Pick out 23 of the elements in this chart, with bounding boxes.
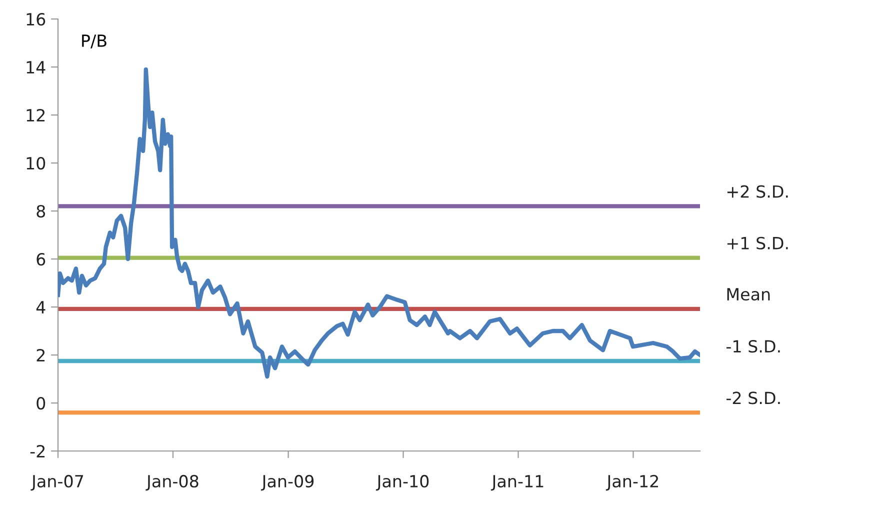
y-tick-label: 8 (36, 204, 46, 218)
y-tick-label: 4 (36, 301, 46, 314)
y-tick-label: 0 (36, 396, 46, 410)
x-tick-label: Jan-08 (146, 474, 198, 491)
y-tick-label: 16 (26, 12, 46, 26)
y-tick-label: 10 (26, 156, 46, 170)
line-series (58, 67, 700, 379)
ref-line-label: +1 S.D. (727, 236, 788, 250)
x-tick-label: Jan-11 (490, 475, 544, 491)
ref-line-label: +2 S.D. (727, 185, 788, 198)
y-axis-title: P/B (82, 34, 106, 48)
x-tick-label: Jan-10 (376, 474, 429, 491)
ref-line-label: -2 S.D. (726, 392, 780, 404)
y-tick-label: 14 (26, 61, 46, 74)
ref-line-label: -1 S.D. (726, 340, 780, 353)
y-tick-label: 2 (36, 348, 45, 362)
y-tick-label: 12 (26, 108, 45, 122)
x-tick-label: Jan-07 (30, 474, 84, 491)
ref-line-label: Mean (727, 288, 770, 301)
y-tick-label: 6 (36, 252, 46, 266)
x-tick-label: Jan-12 (606, 474, 658, 491)
y-tick-label: -2 (30, 444, 45, 458)
x-tick-label: Jan-09 (260, 474, 314, 491)
